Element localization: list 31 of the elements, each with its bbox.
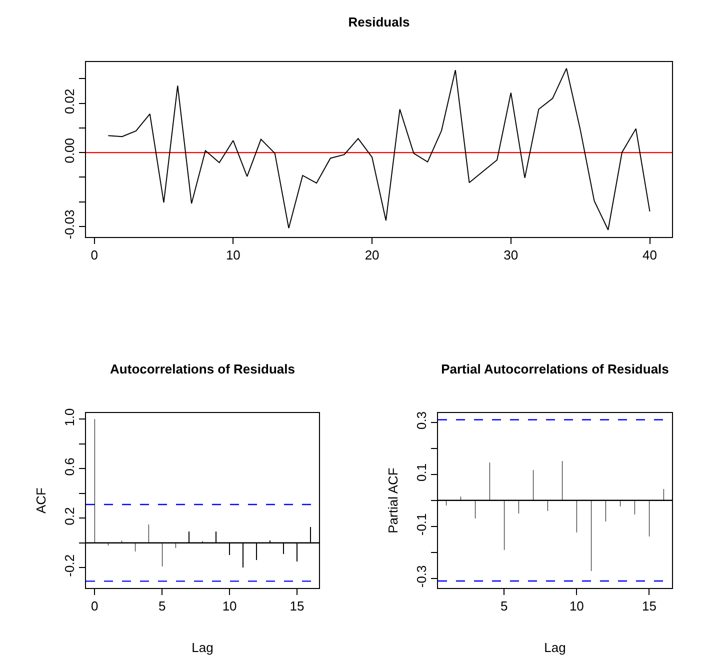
y-tick-label: -0.03 — [62, 210, 77, 240]
chart-title: Residuals — [348, 14, 410, 30]
text: 1.0 — [62, 408, 77, 426]
y-tick-label: -0.3 — [414, 565, 429, 588]
y-tick-label: 0.02 — [62, 88, 77, 114]
y-axis-title: Partial ACF — [386, 468, 401, 534]
x-tick-label: 20 — [364, 248, 380, 263]
y-tick-label: 0.2 — [62, 507, 77, 526]
x-tick-label: 5 — [500, 598, 508, 614]
y-tick-label: 0.3 — [414, 411, 429, 430]
chart-title: Autocorrelations of Residuals — [110, 362, 295, 377]
y-tick-label: 0.6 — [62, 458, 77, 476]
x-tick-label: 15 — [290, 598, 304, 614]
x-tick-label: 10 — [222, 598, 237, 614]
y-tick-label: 0.1 — [414, 463, 429, 482]
x-tick-label: 30 — [504, 248, 518, 263]
x-tick-label: 10 — [569, 598, 584, 614]
y-axis-title: ACF — [34, 487, 49, 514]
x-tick-label: 5 — [158, 598, 166, 614]
x-axis-title: Lag — [192, 640, 214, 656]
x-axis-title: Lag — [544, 640, 566, 656]
text: 0.00 — [62, 138, 77, 164]
x-tick-label: 0 — [91, 598, 98, 614]
x-tick-label: 10 — [226, 248, 240, 263]
chart-title: Partial Autocorrelations of Residuals — [441, 362, 669, 377]
x-tick-label: 15 — [642, 598, 656, 614]
y-tick-label: -0.1 — [414, 513, 429, 536]
x-tick-label: 0 — [90, 248, 98, 263]
x-tick-label: 40 — [642, 248, 658, 263]
y-tick-label: -0.2 — [62, 554, 77, 577]
line-series — [108, 68, 650, 230]
